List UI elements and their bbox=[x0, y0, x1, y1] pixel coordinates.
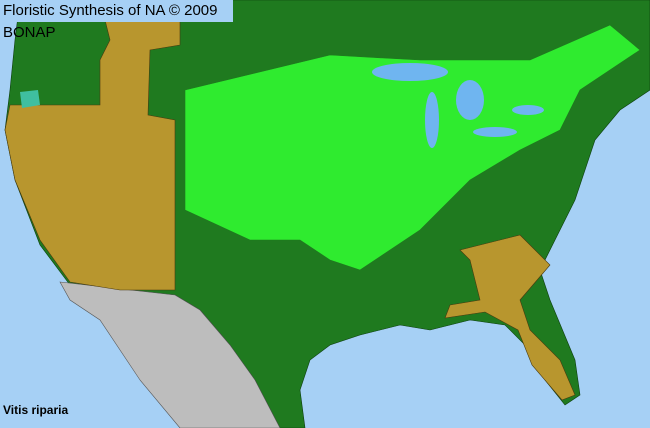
lake-ontario bbox=[512, 105, 544, 115]
mexico-outside-range bbox=[59, 281, 281, 428]
lake-huron bbox=[456, 80, 484, 120]
lake-superior bbox=[372, 63, 448, 81]
southeast-absent-region bbox=[444, 234, 576, 401]
lake-michigan bbox=[425, 92, 439, 148]
map-title: Floristic Synthesis of NA © 2009 BONAP bbox=[0, 0, 233, 41]
lake-erie bbox=[473, 127, 517, 137]
species-label: Vitis riparia bbox=[3, 403, 69, 417]
introduced-county bbox=[20, 90, 40, 108]
western-absent-region bbox=[4, 0, 181, 291]
county-presence-region bbox=[184, 24, 641, 271]
